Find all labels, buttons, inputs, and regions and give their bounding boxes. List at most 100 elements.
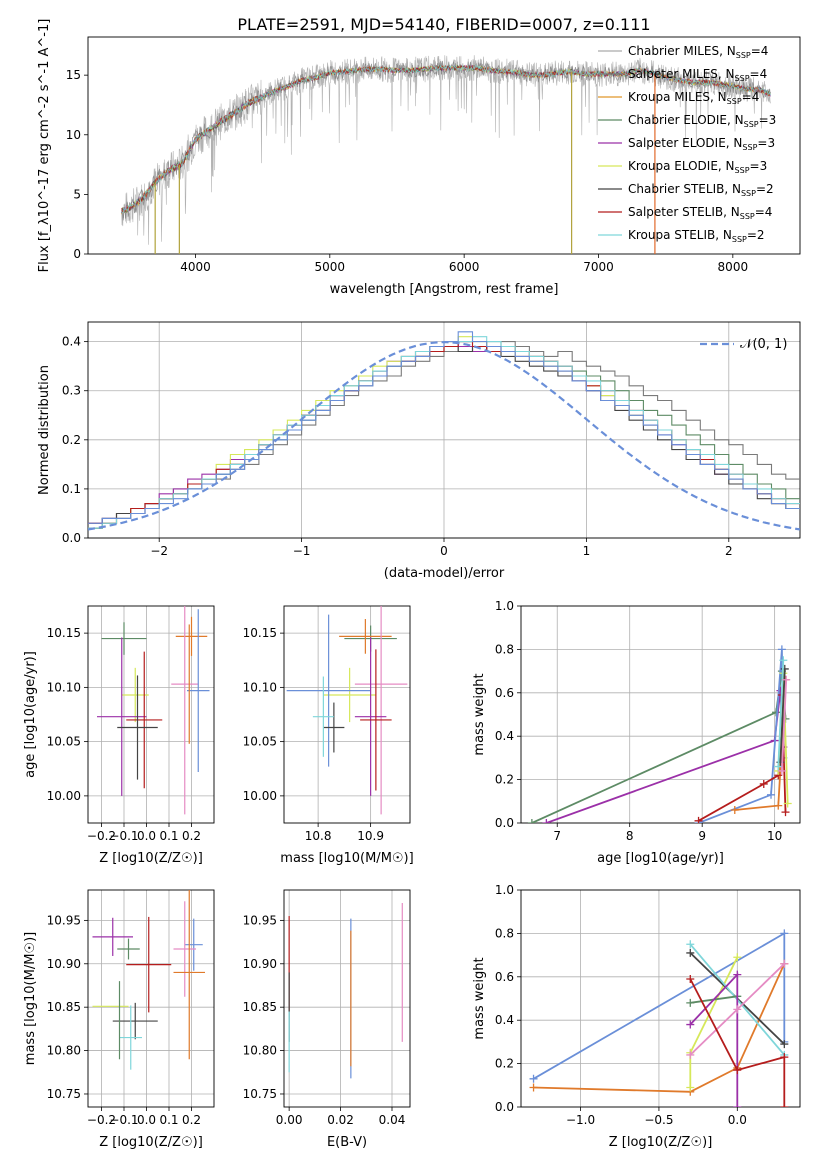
x-tick-label: 2 [725,544,733,558]
x-tick-label: 0.2 [182,829,201,843]
legend-entry: Kroupa MILES, NSSP=4 [628,90,759,106]
y-tick-label: 0.8 [495,926,514,940]
x-axis-label: Z [log10(Z/Z☉)] [99,1135,203,1150]
plot-area [527,645,792,823]
y-tick-label: 10.75 [243,1087,277,1101]
error-point-5 [97,637,147,796]
x-tick-label: 7000 [583,260,614,274]
weight-marker [777,766,786,775]
x-axis-label: mass [log10(M/M☉)] [280,851,413,866]
legend-entry: Chabrier MILES, NSSP=4 [628,44,768,60]
x-tick-label: 0.1 [159,1113,178,1127]
normal-curve [88,341,800,531]
weight-marker [774,801,783,810]
x-axis-label: Z [log10(Z/Z☉)] [609,1135,713,1150]
panel-massweight-vs-age: 7 8 9 10 0.0 0.2 0.4 0.6 0.8 1.0 age [log10(age/yr… [472,599,801,866]
x-tick-label: −1.0 [566,1113,595,1127]
y-tick-label: 10.15 [243,626,277,640]
y-tick-label: 1.0 [495,883,514,897]
weight-line-8 [689,978,786,1107]
weight-line-8 [781,679,788,771]
y-tick-label: 0 [73,247,81,261]
y-tick-label: 0.2 [495,1057,514,1071]
weight-marker [686,1020,695,1029]
panel-massweight-vs-Z: −1.0 −0.5 0.0 0.0 0.2 0.4 0.6 0.8 1.0 Z [log10(Z/… [472,883,801,1150]
y-tick-label: 10.90 [47,957,81,971]
y-tick-label: 0.1 [62,482,81,496]
plot-area [121,55,771,254]
error-point-8 [312,676,334,757]
x-tick-label: 5000 [315,260,346,274]
error-point-1 [175,616,208,656]
weight-marker [779,656,788,665]
error-point-3 [171,606,199,815]
y-tick-label: 0.8 [495,642,514,656]
weight-marker [781,808,790,817]
error-point-8 [119,1005,142,1070]
weight-marker [733,953,742,962]
x-tick-label: 0.04 [379,1113,406,1127]
error-point-4 [187,609,210,773]
x-tick-label: 0 [440,544,448,558]
error-point-3 [173,901,196,997]
weight-marker [686,948,695,957]
y-tick-label: 10.85 [243,1000,277,1014]
axes-frame [87,36,801,255]
weight-marker [767,790,776,799]
panel-age-vs-Z: −0.2−0.10.0 0.1 0.2 10.00 10.05 10.10 10.15 Z [… [23,605,215,866]
y-tick-label: 10.95 [47,913,81,927]
x-tick-label: −0.2 [87,1113,116,1127]
weight-marker [529,1074,538,1083]
y-tick-label: 10.85 [47,1000,81,1014]
plot-area [97,606,210,815]
y-tick-label: 0.6 [495,686,514,700]
error-point-7 [117,675,158,780]
error-point-0 [92,917,133,956]
weight-marker [730,805,739,814]
weight-marker [774,762,783,771]
y-axis-label: mass [log10(M/M☉)] [23,932,38,1065]
x-tick-label: 7 [553,829,561,843]
x-tick-label: 4000 [180,260,211,274]
y-tick-label: 10.05 [47,735,81,749]
x-tick-label: 0.0 [137,1113,156,1127]
x-tick-label: −1 [293,544,311,558]
error-point-1 [339,619,392,654]
y-tick-label: 0.0 [62,531,81,545]
axes-frame [520,605,801,824]
weight-marker [529,1083,538,1092]
error-point-0 [101,622,147,655]
x-tick-label: −0.2 [87,829,116,843]
x-axis-label: E(B-V) [327,1135,367,1150]
y-tick-label: 10.80 [243,1044,277,1058]
y-tick-label: 0.6 [495,970,514,984]
weight-line-7 [777,660,785,767]
y-tick-label: 0.2 [62,433,81,447]
panel-spectrum: 4000 5000 6000 7000 8000 0 5 10 15 wavelength [An… [37,19,801,297]
y-tick-label: 0.2 [495,773,514,787]
axes-frame [520,889,801,1108]
axes-frame [283,889,411,1108]
y-tick-label: 10.95 [243,913,277,927]
x-tick-label: 0.0 [137,829,156,843]
weight-marker [686,974,695,983]
axes-frame [87,321,801,539]
error-point-4 [286,614,371,767]
legend-entry: Kroupa STELIB, NSSP=2 [628,228,765,244]
x-tick-label: 9 [698,829,706,843]
legend-entry: Salpeter STELIB, NSSP=4 [628,205,772,221]
error-point-7 [323,702,345,753]
x-tick-label: −2 [150,544,168,558]
weight-marker [542,819,551,823]
weight-marker [759,779,768,788]
weight-marker [686,1050,695,1059]
weight-line-1 [533,963,786,1093]
axes-frame [87,605,215,824]
x-axis-label: Z [log10(Z/Z☉)] [99,851,203,866]
error-point-2 [184,918,203,971]
y-tick-label: 0.3 [62,384,81,398]
error-point-5 [173,890,205,1060]
y-axis-label: mass weight [472,957,487,1039]
y-tick-label: 0.4 [495,729,514,743]
legend-entry: Chabrier ELODIE, NSSP=3 [628,113,776,129]
